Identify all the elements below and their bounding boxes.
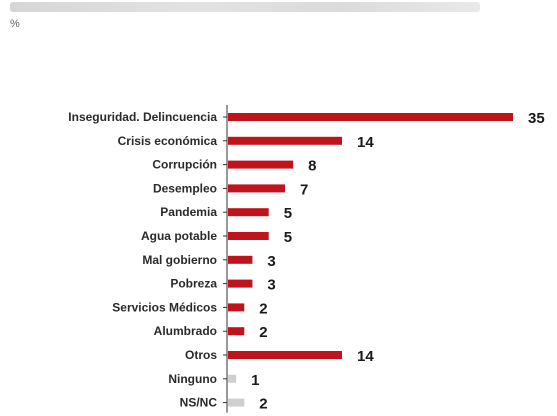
bar — [228, 398, 245, 407]
category-label: Pobreza — [170, 277, 217, 291]
category-label: Corrupción — [152, 158, 217, 172]
bar — [228, 255, 253, 264]
data-label: 2 — [259, 396, 267, 413]
bar — [228, 279, 253, 288]
data-label: 35 — [528, 110, 545, 127]
data-label: 3 — [267, 253, 275, 270]
data-label: 3 — [267, 277, 275, 294]
data-label: 14 — [357, 348, 374, 365]
unit-label: % — [10, 18, 20, 30]
category-label: Alumbrado — [154, 324, 217, 338]
category-label: Otros — [185, 348, 217, 362]
data-label: 5 — [284, 229, 292, 246]
data-label: 1 — [251, 372, 259, 389]
category-label: NS/NC — [180, 396, 218, 410]
bar — [228, 303, 245, 312]
bar — [228, 351, 342, 359]
data-label: 7 — [300, 181, 308, 198]
bar — [228, 113, 513, 121]
bar — [228, 208, 269, 217]
category-label: Desempleo — [153, 181, 217, 195]
category-label: Mal gobierno — [142, 253, 217, 267]
bar — [228, 374, 237, 383]
bar — [228, 184, 285, 193]
data-label: 2 — [259, 324, 267, 341]
category-label: Pandemia — [160, 205, 217, 219]
data-label: 8 — [308, 158, 316, 175]
bar — [228, 327, 245, 336]
category-label: Inseguridad. Delincuencia — [68, 110, 217, 124]
blurred-title — [10, 2, 480, 12]
category-label: Agua potable — [141, 229, 217, 243]
category-label: Servicios Médicos — [112, 300, 217, 314]
category-label: Crisis económica — [118, 134, 218, 148]
bar — [228, 160, 294, 169]
bar — [228, 232, 269, 240]
bar — [228, 136, 342, 145]
category-label: Ninguno — [168, 372, 217, 386]
data-label: 14 — [357, 134, 374, 151]
data-label: 2 — [259, 300, 267, 317]
data-label: 5 — [284, 205, 292, 222]
